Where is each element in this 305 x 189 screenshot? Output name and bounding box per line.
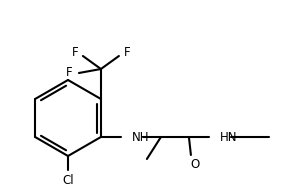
Text: Cl: Cl bbox=[62, 174, 74, 187]
Text: NH: NH bbox=[132, 130, 149, 143]
Text: F: F bbox=[124, 46, 130, 59]
Text: O: O bbox=[190, 157, 199, 170]
Text: F: F bbox=[66, 67, 72, 80]
Text: HN: HN bbox=[220, 130, 237, 143]
Text: F: F bbox=[72, 46, 78, 59]
